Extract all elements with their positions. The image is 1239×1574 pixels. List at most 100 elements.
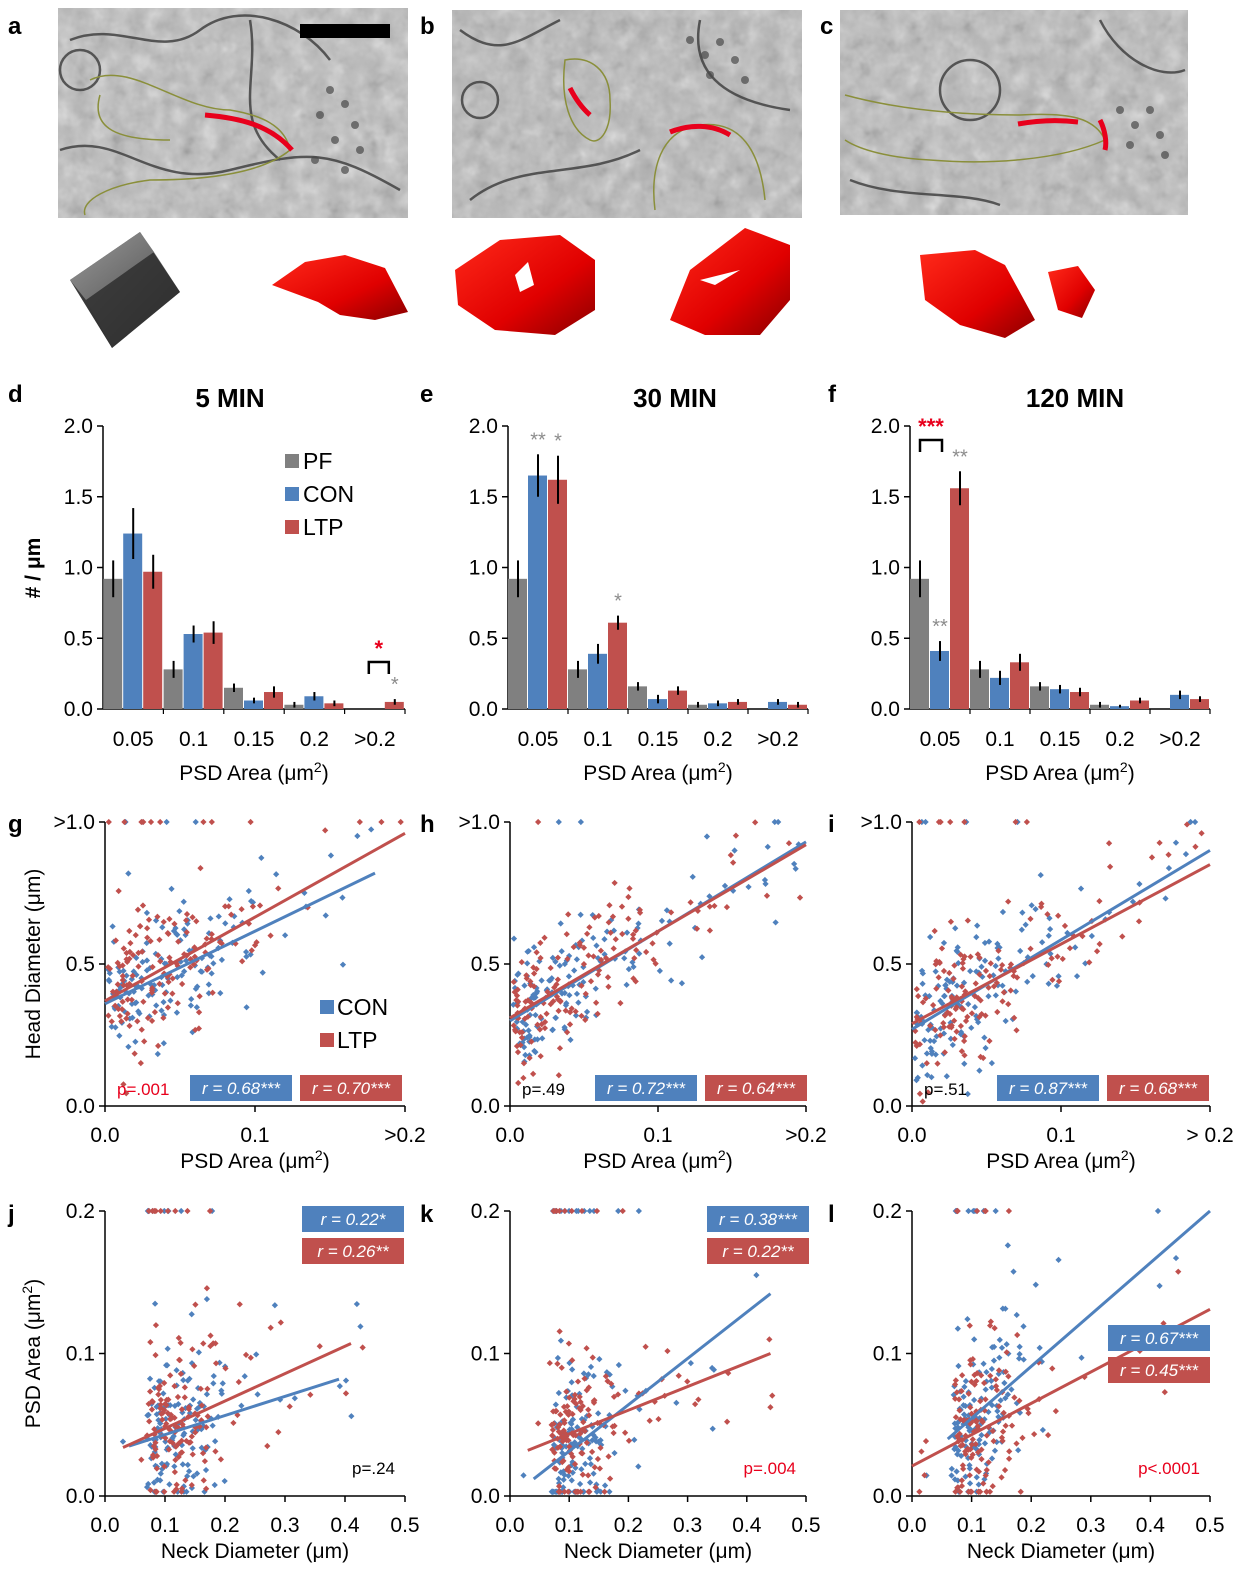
bar-ltp-3	[1130, 700, 1149, 709]
scatter-point-ltp	[961, 1052, 968, 1059]
scatter-point-ltp	[239, 958, 246, 965]
scatter-point-con	[215, 913, 222, 920]
scatter-point-con	[971, 1003, 979, 1011]
scatter-point-ltp	[137, 923, 144, 930]
scatter-point-ltp	[935, 818, 943, 826]
scatter-point-con	[532, 1011, 539, 1019]
scatter-point-ltp	[174, 1393, 182, 1401]
scatter-point-ltp	[572, 1008, 579, 1015]
scatter-point-con	[573, 956, 581, 963]
scatter-point-con	[145, 1480, 152, 1488]
chart-title: 30 MIN	[633, 383, 717, 413]
scatter-point-con	[1015, 1447, 1022, 1454]
x-tick-label: > 0.2	[1186, 1124, 1233, 1147]
scatter-point-ltp	[1027, 915, 1034, 922]
r-value-box-con	[595, 1075, 697, 1101]
x-tick-label: 0.15	[234, 728, 275, 751]
y-tick-label: 0.0	[873, 1095, 902, 1118]
scatter-point-con	[988, 1455, 996, 1462]
bar-pf-0	[508, 578, 527, 709]
scatter-point-ltp	[556, 1443, 564, 1450]
y-tick-label: >1.0	[861, 811, 902, 834]
scatter-point-ltp	[147, 1487, 154, 1494]
scatter-point-con	[687, 1360, 694, 1367]
scatter-point-ltp	[307, 1391, 314, 1398]
scatter-point-con	[568, 1379, 575, 1386]
bar-ltp-0	[950, 488, 969, 709]
scatter-point-ltp	[978, 1417, 986, 1424]
scatter-point-con	[960, 1402, 967, 1409]
scatter-point-con	[119, 1438, 127, 1445]
scatter-point-ltp	[592, 1484, 599, 1491]
scatter-point-ltp	[579, 1402, 586, 1410]
x-tick-label: 0.1	[179, 728, 208, 751]
y-tick-label: 0.0	[873, 1485, 902, 1508]
scatter-point-ltp	[612, 936, 619, 943]
scatter-point-ltp	[144, 1014, 152, 1022]
scatter-point-ltp	[1013, 1027, 1020, 1034]
scatter-point-con	[190, 1396, 197, 1403]
scatter-point-ltp	[514, 1049, 522, 1056]
scatter-point-con	[966, 1465, 973, 1472]
scatter-point-ltp	[940, 967, 948, 975]
legend-swatch-ltp	[320, 1033, 334, 1047]
scatter-point-ltp	[144, 934, 151, 941]
x-tick-label: 0.1	[583, 728, 612, 751]
scatter-point-con	[578, 1466, 585, 1473]
legend-label: PF	[303, 448, 332, 474]
scatter-chart-l: 0.0 0.1 0.2 0.0 0.1 0.2 0.3 0.4 0.5 Neck Diameter…	[873, 1200, 1225, 1563]
reference-cube-icon	[70, 232, 180, 348]
scatter-point-ltp	[631, 955, 638, 962]
scatter-point-ltp	[152, 1352, 159, 1359]
scatter-point-con	[254, 1391, 261, 1398]
scatter-point-con	[210, 1372, 217, 1380]
scatter-point-con	[592, 1434, 599, 1441]
scatter-point-con	[937, 997, 944, 1005]
scatter-point-ltp	[953, 1389, 961, 1396]
scatter-point-ltp	[947, 818, 954, 826]
scatter-point-con	[666, 940, 673, 947]
scatter-point-ltp	[561, 1419, 568, 1427]
y-tick-label: 1.0	[469, 557, 498, 580]
bar-con-3	[304, 696, 324, 709]
bar-ltp-2	[1070, 692, 1089, 709]
panel-letter-e: e	[420, 381, 433, 408]
scatter-point-ltp	[968, 1378, 975, 1385]
scatter-point-ltp	[537, 1013, 544, 1021]
scatter-point-con	[913, 1009, 921, 1016]
scatter-point-ltp	[990, 983, 998, 990]
scatter-point-con	[775, 818, 782, 826]
scatter-point-ltp	[1002, 1422, 1009, 1429]
scatter-point-ltp	[983, 1488, 990, 1495]
scatter-point-con	[146, 1375, 154, 1382]
scatter-point-ltp	[184, 1207, 191, 1215]
scatter-point-ltp	[157, 1396, 165, 1404]
scatter-point-con	[954, 948, 961, 955]
scatter-point-con	[190, 1473, 197, 1480]
scatter-point-con	[927, 1037, 934, 1044]
y-tick-label: 2.0	[871, 415, 900, 438]
scatter-point-ltp	[238, 906, 245, 913]
scatter-point-ltp	[1008, 1422, 1016, 1429]
scatter-point-ltp	[962, 1451, 969, 1458]
scatter-point-con	[761, 876, 769, 884]
scatter-point-ltp	[952, 1377, 959, 1384]
scatter-point-ltp	[1000, 1409, 1007, 1416]
scatter-point-ltp	[145, 1400, 152, 1408]
scatter-point-con	[997, 1397, 1004, 1404]
scatter-point-ltp	[549, 1426, 557, 1434]
scatter-point-ltp	[625, 893, 632, 901]
scatter-point-ltp	[978, 1372, 985, 1379]
scatter-point-con	[322, 912, 329, 919]
scatter-point-con	[336, 1382, 343, 1390]
scatter-point-con	[180, 1432, 187, 1439]
bar-pf-2	[224, 687, 243, 709]
scatter-point-ltp	[157, 1207, 164, 1215]
scatter-point-ltp	[164, 1004, 172, 1011]
scatter-point-ltp	[958, 983, 965, 990]
scatter-point-ltp	[147, 1338, 154, 1346]
scatter-point-ltp	[124, 996, 131, 1003]
fit-line-con	[104, 871, 376, 1006]
scatter-point-con	[243, 1004, 250, 1011]
scatter-point-con	[1018, 926, 1025, 933]
